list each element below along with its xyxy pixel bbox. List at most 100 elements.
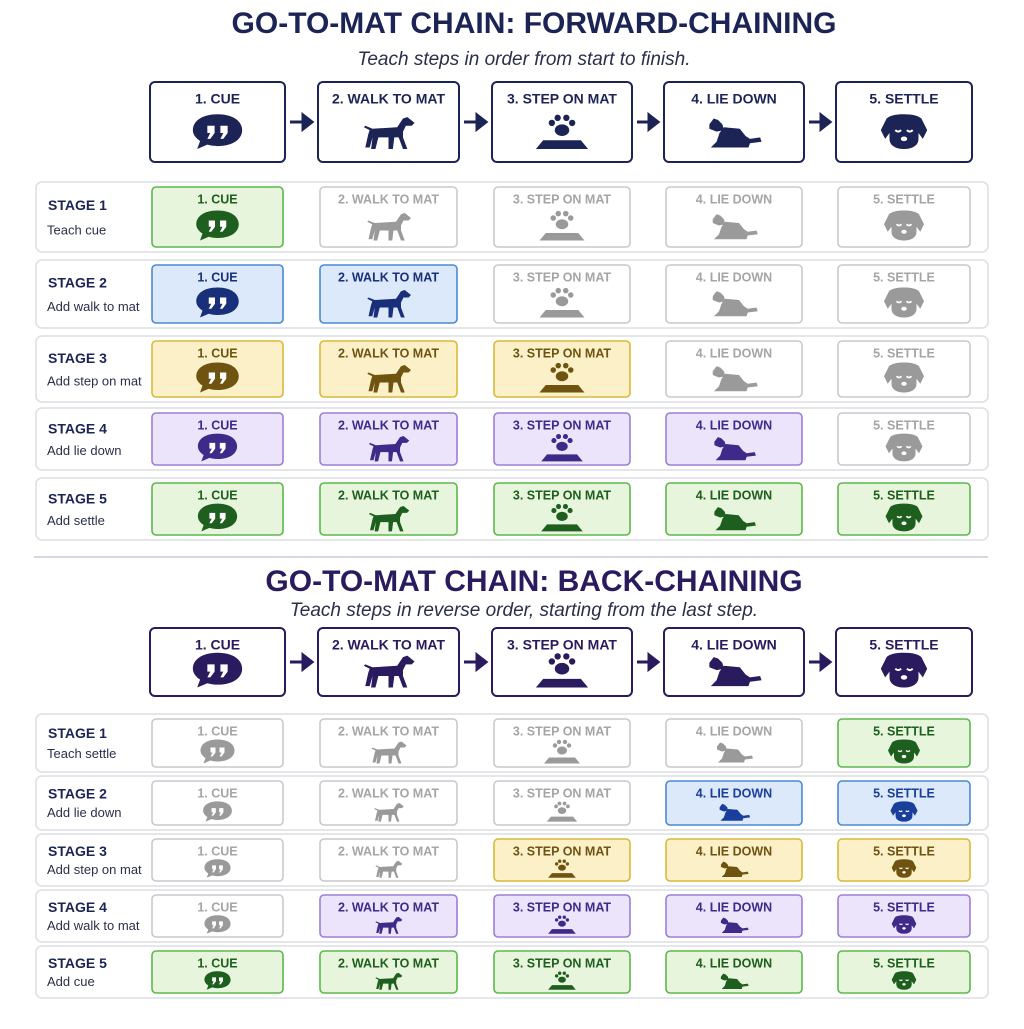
stage-step-cell — [319, 482, 458, 536]
stage-step-cell — [493, 950, 631, 994]
section-title: GO-TO-MAT CHAIN: BACK-CHAINING — [265, 565, 802, 598]
step-box — [317, 627, 460, 697]
stage-step-label: 5. SETTLE — [873, 786, 935, 800]
stage-description: Add lie down — [47, 805, 121, 820]
stage-step-cell — [319, 718, 458, 768]
stage-step-cell — [319, 950, 458, 994]
stage-label: STAGE 5 — [48, 490, 107, 506]
stage-step-cell — [319, 186, 458, 248]
stage-step-label: 5. SETTLE — [873, 844, 935, 858]
stage-description: Teach settle — [47, 746, 116, 761]
stage-step-label: 2. WALK TO MAT — [338, 786, 439, 800]
stage-step-label: 1. CUE — [197, 346, 237, 360]
stage-step-cell — [319, 340, 458, 398]
stage-step-cell — [665, 894, 803, 938]
stage-step-label: 1. CUE — [197, 900, 237, 914]
stage-step-cell — [665, 186, 803, 248]
step-label: 1. CUE — [195, 637, 240, 653]
stage-step-label: 3. STEP ON MAT — [513, 346, 612, 360]
stage-step-label: 1. CUE — [197, 488, 237, 502]
stage-step-label: 1. CUE — [197, 270, 237, 284]
stage-step-cell — [319, 412, 458, 466]
stage-label: STAGE 4 — [48, 899, 107, 915]
stage-step-cell — [493, 894, 631, 938]
stage-label: STAGE 2 — [48, 786, 107, 802]
step-label: 2. WALK TO MAT — [332, 91, 445, 107]
stage-step-label: 5. SETTLE — [873, 724, 935, 738]
stage-step-cell — [319, 838, 458, 882]
stage-step-label: 4. LIE DOWN — [696, 724, 772, 738]
stage-step-label: 3. STEP ON MAT — [513, 956, 612, 970]
stage-step-cell — [493, 340, 631, 398]
arrow — [809, 651, 833, 673]
step-box — [663, 627, 805, 697]
arrow — [637, 651, 661, 673]
stage-step-label: 4. LIE DOWN — [696, 270, 772, 284]
stage-step-label: 2. WALK TO MAT — [338, 192, 439, 206]
stage-step-label: 2. WALK TO MAT — [338, 346, 439, 360]
arrow — [290, 111, 315, 133]
stage-step-cell — [493, 264, 631, 324]
stage-step-label: 5. SETTLE — [873, 192, 935, 206]
step-label: 5. SETTLE — [869, 91, 938, 107]
arrow — [464, 111, 489, 133]
stage-step-cell — [665, 482, 803, 536]
stage-step-label: 3. STEP ON MAT — [513, 724, 612, 738]
step-box — [491, 627, 633, 697]
stage-step-label: 4. LIE DOWN — [696, 786, 772, 800]
stage-step-cell — [493, 482, 631, 536]
stage-step-label: 1. CUE — [197, 192, 237, 206]
stage-step-label: 4. LIE DOWN — [696, 956, 772, 970]
stage-step-label: 1. CUE — [197, 418, 237, 432]
stage-description: Add step on mat — [47, 374, 142, 389]
stage-label: STAGE 1 — [48, 197, 107, 213]
stage-label: STAGE 4 — [48, 420, 107, 436]
stage-step-label: 4. LIE DOWN — [696, 488, 772, 502]
stage-description: Add walk to mat — [47, 299, 140, 314]
stage-step-label: 3. STEP ON MAT — [513, 418, 612, 432]
stage-step-label: 5. SETTLE — [873, 900, 935, 914]
stage-step-label: 5. SETTLE — [873, 956, 935, 970]
section-subtitle: Teach steps in reverse order, starting f… — [290, 600, 758, 621]
stage-step-label: 4. LIE DOWN — [696, 192, 772, 206]
stage-label: STAGE 1 — [48, 725, 107, 741]
stage-step-label: 1. CUE — [197, 786, 237, 800]
stage-step-label: 5. SETTLE — [873, 488, 935, 502]
stage-step-cell — [493, 718, 631, 768]
stage-step-cell — [319, 780, 458, 826]
stage-step-label: 2. WALK TO MAT — [338, 418, 439, 432]
stage-step-label: 4. LIE DOWN — [696, 844, 772, 858]
arrow — [464, 651, 489, 673]
stage-step-label: 3. STEP ON MAT — [513, 488, 612, 502]
step-label: 5. SETTLE — [869, 637, 938, 653]
step-label: 3. STEP ON MAT — [507, 91, 617, 107]
stage-label: STAGE 3 — [48, 843, 107, 859]
section-title: GO-TO-MAT CHAIN: FORWARD-CHAINING — [232, 7, 837, 40]
stage-step-cell — [493, 186, 631, 248]
stage-step-label: 2. WALK TO MAT — [338, 956, 439, 970]
stage-description: Add settle — [47, 513, 105, 528]
stage-step-cell — [665, 838, 803, 882]
step-box — [317, 81, 460, 163]
stage-description: Add step on mat — [47, 862, 142, 877]
stage-step-label: 5. SETTLE — [873, 346, 935, 360]
arrow — [290, 651, 315, 673]
stage-step-label: 2. WALK TO MAT — [338, 844, 439, 858]
stage-step-cell — [665, 412, 803, 466]
stage-description: Add walk to mat — [47, 918, 140, 933]
stage-step-label: 4. LIE DOWN — [696, 900, 772, 914]
stage-description: Teach cue — [47, 222, 106, 237]
stage-step-label: 3. STEP ON MAT — [513, 844, 612, 858]
step-label: 1. CUE — [195, 91, 240, 107]
stage-step-label: 2. WALK TO MAT — [338, 270, 439, 284]
stage-step-cell — [493, 412, 631, 466]
stage-label: STAGE 5 — [48, 955, 107, 971]
stage-step-label: 1. CUE — [197, 724, 237, 738]
stage-step-cell — [665, 340, 803, 398]
stage-step-cell — [665, 950, 803, 994]
stage-step-label: 2. WALK TO MAT — [338, 724, 439, 738]
section: GO-TO-MAT CHAIN: FORWARD-CHAINING Teach s… — [35, 7, 989, 541]
step-label: 2. WALK TO MAT — [332, 637, 445, 653]
